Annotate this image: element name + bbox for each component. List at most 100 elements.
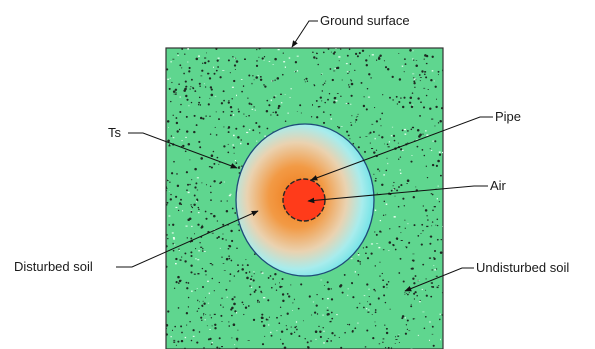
soil-speckle [413, 59, 415, 61]
soil-speckle [347, 288, 349, 290]
soil-speckle [429, 148, 431, 150]
soil-speckle [209, 185, 212, 187]
soil-speckle [304, 338, 306, 340]
soil-speckle [433, 206, 436, 208]
soil-speckle [327, 98, 329, 101]
soil-speckle [344, 331, 346, 334]
soil-speckle [230, 259, 233, 262]
soil-speckle [379, 275, 381, 277]
soil-speckle [417, 97, 420, 100]
soil-speckle [174, 88, 178, 92]
soil-speckle [279, 306, 282, 308]
soil-speckle [307, 346, 310, 348]
soil-speckle [286, 312, 289, 315]
soil-speckle [379, 261, 381, 263]
soil-speckle [422, 263, 425, 266]
soil-speckle [284, 94, 286, 95]
soil-speckle [203, 313, 205, 315]
soil-speckle [406, 179, 410, 182]
soil-speckle [350, 258, 353, 260]
soil-speckle [212, 150, 215, 153]
soil-speckle [210, 93, 214, 97]
soil-speckle [286, 328, 288, 331]
soil-speckle [375, 177, 377, 180]
soil-speckle [251, 82, 253, 85]
soil-speckle [170, 100, 172, 103]
soil-speckle [359, 263, 361, 265]
soil-speckle [438, 153, 442, 156]
soil-speckle [365, 108, 368, 111]
soil-speckle [376, 192, 378, 194]
soil-speckle [330, 118, 332, 120]
soil-speckle [326, 340, 329, 343]
soil-speckle [229, 72, 231, 74]
soil-speckle [235, 162, 238, 164]
soil-speckle [431, 55, 434, 58]
soil-speckle [191, 290, 193, 292]
soil-speckle [416, 145, 419, 148]
soil-speckle [246, 264, 249, 267]
soil-speckle [432, 209, 434, 212]
soil-speckle [350, 79, 352, 81]
soil-speckle [400, 148, 403, 151]
soil-speckle [366, 283, 369, 286]
soil-speckle [401, 149, 404, 151]
soil-speckle [416, 294, 418, 297]
soil-speckle [406, 319, 409, 322]
soil-speckle [221, 256, 223, 258]
soil-speckle [281, 293, 285, 296]
soil-speckle [322, 111, 325, 113]
soil-speckle [393, 139, 396, 142]
soil-speckle [257, 301, 258, 303]
soil-speckle [168, 127, 169, 128]
soil-speckle [186, 237, 188, 239]
soil-speckle [195, 258, 197, 260]
soil-speckle [440, 174, 442, 177]
soil-speckle [205, 314, 207, 316]
soil-speckle [365, 64, 368, 67]
soil-speckle [397, 205, 400, 208]
soil-speckle [381, 183, 384, 187]
soil-speckle [196, 189, 199, 191]
soil-speckle [166, 234, 168, 236]
soil-speckle [190, 78, 193, 81]
soil-speckle [326, 281, 329, 284]
soil-speckle [245, 271, 248, 274]
soil-speckle [329, 68, 332, 70]
soil-speckle [361, 49, 365, 52]
soil-speckle [411, 126, 415, 129]
soil-speckle [172, 249, 175, 252]
soil-speckle [168, 144, 170, 145]
soil-speckle [439, 251, 443, 254]
soil-speckle [181, 331, 183, 334]
soil-speckle [406, 293, 409, 296]
soil-speckle [300, 112, 302, 114]
soil-speckle [265, 109, 269, 113]
soil-speckle [347, 102, 350, 105]
soil-speckle [374, 265, 376, 267]
soil-speckle [321, 100, 323, 102]
soil-speckle [173, 238, 176, 240]
soil-speckle [425, 130, 427, 132]
soil-speckle [251, 275, 253, 277]
soil-speckle [208, 292, 210, 295]
soil-speckle [310, 116, 313, 118]
soil-speckle [319, 335, 322, 339]
soil-speckle [431, 118, 434, 120]
soil-speckle [175, 263, 177, 265]
soil-speckle [207, 338, 210, 341]
soil-speckle [346, 71, 349, 73]
soil-speckle [204, 319, 206, 321]
soil-speckle [377, 57, 381, 60]
soil-speckle [420, 101, 422, 104]
soil-speckle [370, 77, 372, 79]
soil-speckle [218, 162, 221, 163]
soil-speckle [242, 303, 244, 306]
soil-speckle [436, 268, 438, 270]
soil-speckle [198, 307, 200, 310]
soil-speckle [252, 279, 255, 282]
soil-speckle [260, 316, 264, 320]
soil-speckle [393, 188, 395, 190]
soil-speckle [330, 51, 332, 53]
soil-speckle [389, 228, 391, 230]
